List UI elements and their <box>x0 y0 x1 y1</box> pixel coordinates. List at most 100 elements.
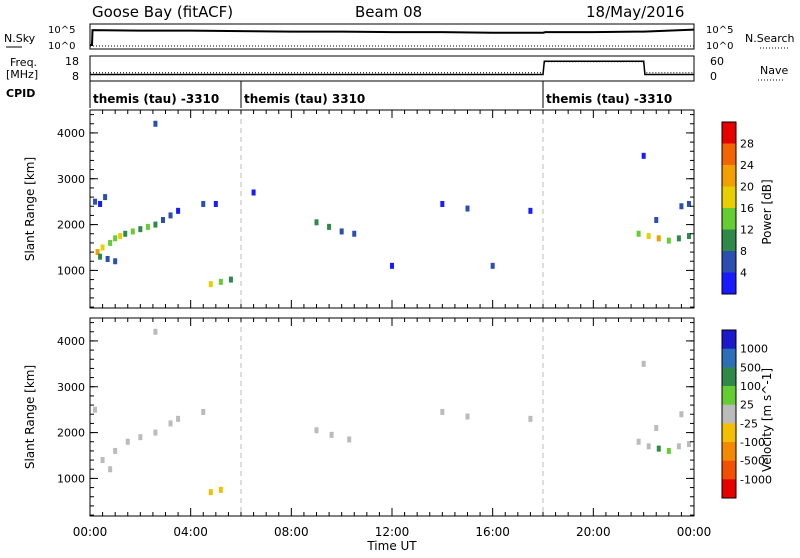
power-point <box>123 230 128 237</box>
x-tick-label: 04:00 <box>173 525 208 539</box>
velocity-point <box>440 408 445 415</box>
velocity-point <box>100 457 105 464</box>
x-tick-label: 12:00 <box>375 525 410 539</box>
station-title: Goose Bay (fitACF) <box>92 3 233 21</box>
power-point <box>218 278 223 285</box>
y-tick-label: 4000 <box>57 335 85 348</box>
freq-lines <box>90 60 694 76</box>
velocity-colorbar-tick-label: 1000 <box>740 343 768 356</box>
beam-title: Beam 08 <box>355 3 422 21</box>
velocity-point <box>666 447 671 454</box>
velocity-colorbar-swatch <box>722 442 736 462</box>
power-colorbar-swatch <box>722 122 736 144</box>
date-title: 18/May/2016 <box>586 3 684 21</box>
velocity-point <box>113 447 118 454</box>
power-point <box>490 262 495 269</box>
power-point <box>339 228 344 235</box>
velocity-colorbar-swatch <box>722 386 736 406</box>
velocity-point <box>329 431 334 438</box>
power-point <box>168 212 173 219</box>
power-colorbar-swatch <box>722 186 736 209</box>
power-colorbar-tick-label: 20 <box>740 181 754 194</box>
power-point <box>95 249 100 256</box>
time-x-axis: 00:00 04:00 08:00 12:00 16:00 20:00 00:00 <box>73 525 712 539</box>
nave-series-line <box>90 61 694 74</box>
power-point <box>98 253 103 260</box>
velocity-colorbar-tick-label: 500 <box>740 361 761 374</box>
y-tick-label: 1000 <box>57 264 85 277</box>
power-point <box>465 205 470 212</box>
velocity-panel-frame <box>89 317 695 517</box>
power-point <box>103 194 108 201</box>
cpid-row: themis (tau) -3310 themis (tau) 3310 themi… <box>89 80 694 108</box>
sky-tick-bottom-left: 10^0 <box>48 41 75 52</box>
power-colorbar-swatch <box>722 251 736 273</box>
power-colorbar-swatch <box>722 272 736 295</box>
velocity-point <box>679 411 684 418</box>
y-tick-label: 4000 <box>57 127 85 140</box>
nave-tick-60: 60 <box>710 55 724 68</box>
velocity-point <box>676 443 681 450</box>
cpid-label: CPID <box>6 87 35 100</box>
velocity-y-label: Slant Range [km] <box>23 365 37 469</box>
velocity-point <box>636 438 641 445</box>
power-colorbar-label: Power [dB] <box>760 179 774 244</box>
velocity-point <box>465 413 470 420</box>
velocity-point <box>153 328 158 335</box>
sky-tick-top-right: 10^5 <box>706 25 733 36</box>
freq-label: Freq. <box>10 56 37 69</box>
power-colorbar-swatch <box>722 208 736 230</box>
power-point <box>327 223 332 230</box>
power-point <box>118 233 123 240</box>
velocity-point <box>93 406 98 413</box>
velocity-colorbar-swatch <box>722 423 736 443</box>
freq-unit-label: [MHz] <box>6 68 38 81</box>
power-y-axis: 4000 3000 2000 1000 <box>57 110 695 308</box>
power-point <box>440 200 445 207</box>
y-tick-label: 1000 <box>57 472 85 485</box>
power-colorbar: 28 24 20 16 12 8 4 <box>721 121 754 295</box>
power-point <box>105 255 110 262</box>
velocity-point <box>138 434 143 441</box>
velocity-point <box>125 438 130 445</box>
power-point <box>201 200 206 207</box>
freq-tick-18: 18 <box>65 55 79 68</box>
power-point <box>100 244 105 251</box>
velocity-colorbar-tick-label: 100 <box>740 380 761 393</box>
power-colorbar-tick-label: 12 <box>740 224 754 237</box>
y-tick-label: 2000 <box>57 219 85 232</box>
power-colorbar-swatch <box>722 229 736 252</box>
power-point <box>314 219 319 226</box>
velocity-point <box>168 420 173 427</box>
power-colorbar-tick-label: 28 <box>740 138 754 151</box>
velocity-colorbar-swatch <box>722 367 736 387</box>
power-point <box>113 258 118 265</box>
power-point <box>352 230 357 237</box>
power-point <box>176 207 181 214</box>
sky-tick-bottom-right: 10^0 <box>706 41 733 52</box>
power-point <box>145 223 150 230</box>
power-scatter <box>93 120 691 288</box>
power-point <box>208 281 213 288</box>
velocity-colorbar-swatch <box>722 404 736 424</box>
velocity-colorbar: 1000 500 100 25 -25 -100 -500 -1000 <box>721 329 772 499</box>
power-colorbar-tick-label: 16 <box>740 202 754 215</box>
power-point <box>138 226 143 233</box>
power-point <box>93 198 98 205</box>
velocity-point <box>218 486 223 493</box>
x-tick-label: 16:00 <box>475 525 510 539</box>
power-point <box>153 120 158 127</box>
power-point <box>108 239 113 246</box>
y-tick-label: 2000 <box>57 427 85 440</box>
nsky-label: N.Sky <box>4 32 36 45</box>
velocity-colorbar-tick-label: -500 <box>740 455 765 468</box>
power-panel-frame <box>89 109 695 309</box>
power-colorbar-tick-label: 8 <box>740 245 747 258</box>
power-point <box>113 235 118 242</box>
velocity-scatter <box>93 328 691 496</box>
velocity-point <box>528 415 533 422</box>
power-y-label: Slant Range [km] <box>23 157 37 261</box>
cpid-segment-label: themis (tau) -3310 <box>93 92 219 106</box>
x-tick-label: 00:00 <box>73 525 108 539</box>
velocity-point <box>176 415 181 422</box>
